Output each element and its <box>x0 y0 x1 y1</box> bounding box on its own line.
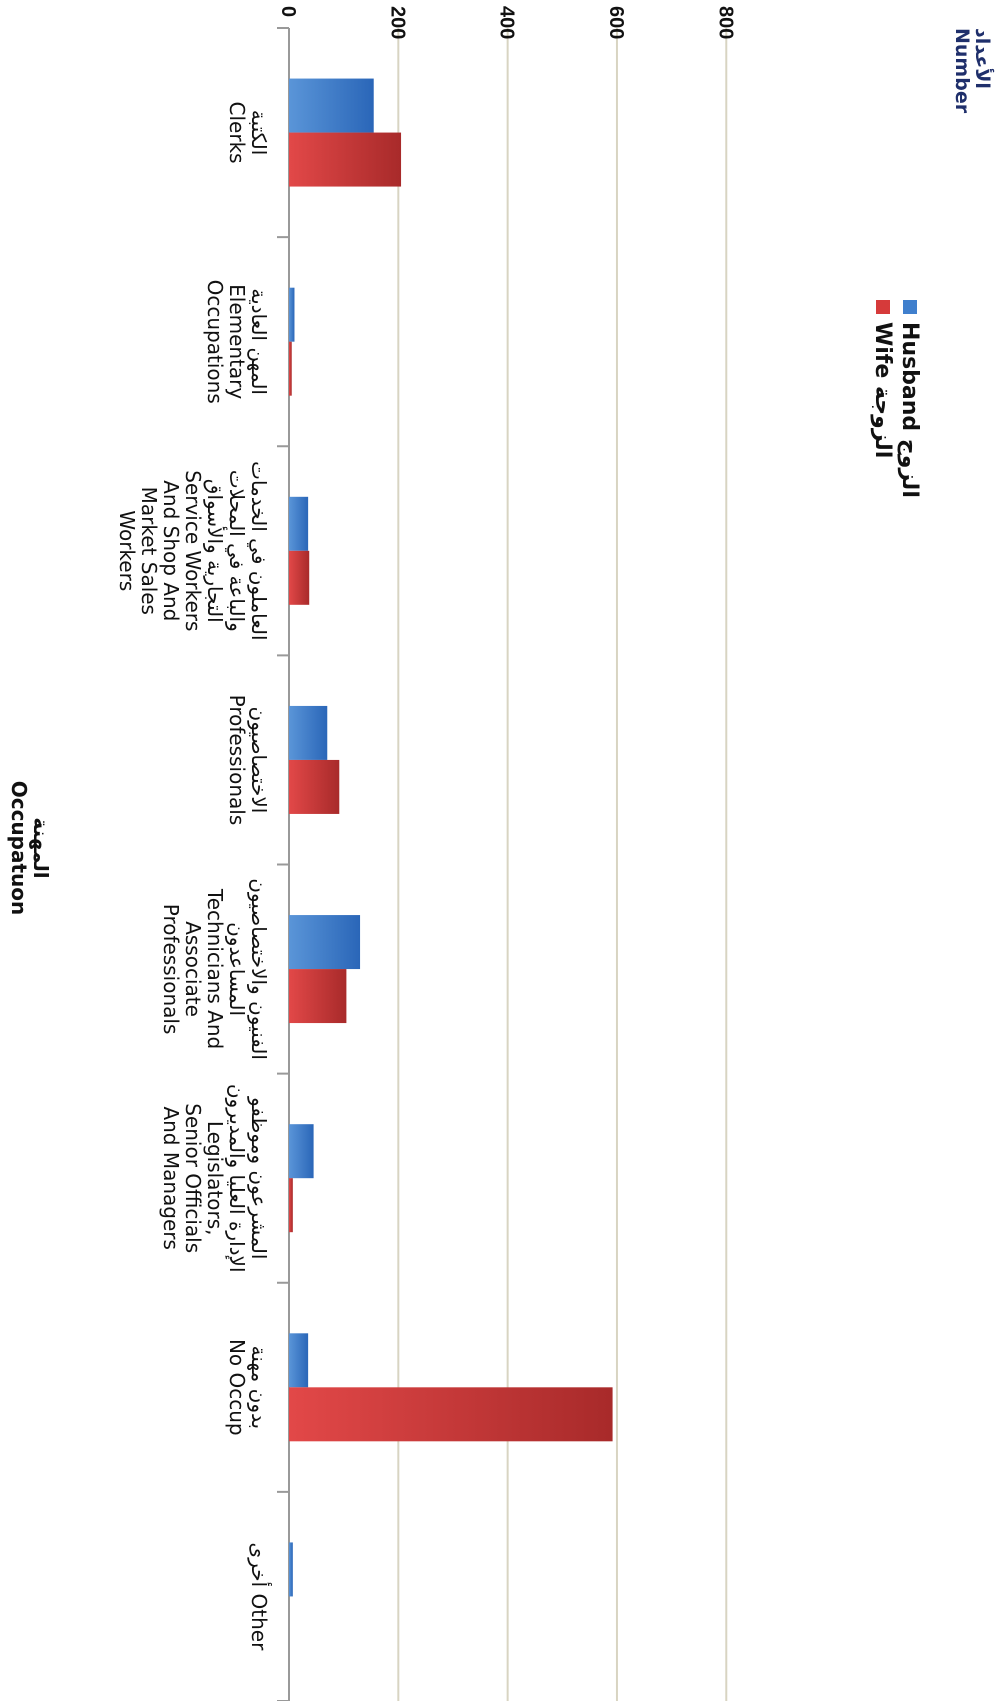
value-tick-labels: 0 200 400 600 800 <box>277 6 736 39</box>
category-label-line: Professionals <box>159 904 183 1035</box>
category-label-line: المهن العادية <box>247 288 271 395</box>
category-labels: الكتبةClerks المهن العاديةElementaryOccup… <box>115 102 272 1652</box>
category-label-5: المشرعون وموظفوالإدارة العليا والمديرونL… <box>159 1084 271 1273</box>
bar-husband-7 <box>288 1542 293 1597</box>
category-label-2: العاملون في الخدماتوالباعة في المحلاتالت… <box>115 461 271 640</box>
category-label-line: والباعة في المحلات <box>224 470 249 632</box>
category-label-line: And Managers <box>159 1106 183 1250</box>
gridlines <box>277 27 728 1701</box>
category-label-7: أخرى Other <box>247 1543 272 1652</box>
bar-wife-6 <box>289 1387 613 1442</box>
category-label-1: المهن العاديةElementaryOccupations <box>203 280 271 404</box>
category-label-4: الفنيون والاختصاصيونالمساعدونTechnicians… <box>159 878 271 1060</box>
category-label-line: Service Workers <box>181 470 205 631</box>
bar-husband-5 <box>288 1124 314 1179</box>
category-label-line: الفنيون والاختصاصيون <box>247 878 271 1060</box>
bar-husband-0 <box>289 78 374 133</box>
bar-husband-3 <box>289 705 328 760</box>
bar-husband-4 <box>288 915 361 970</box>
bar-wife-0 <box>288 132 402 187</box>
category-label-line: Professionals <box>225 695 249 826</box>
tick-label-200: 200 <box>386 6 408 39</box>
legend-swatch-wife <box>876 300 890 314</box>
category-label-line: Market Sales <box>137 487 161 615</box>
category-label-0: الكتبةClerks <box>225 102 271 164</box>
category-label-line: Senior Officials <box>181 1103 205 1253</box>
category-label-line: Associate <box>181 921 205 1017</box>
value-axis-title: الأعدادNumber <box>951 28 994 114</box>
category-axis-title-line: المهنة <box>29 817 53 878</box>
category-label-line: Workers <box>115 510 139 591</box>
category-label-3: الاختصاصيونProfessionals <box>225 695 271 826</box>
category-label-line: الاختصاصيون <box>247 707 271 814</box>
category-label-line: المساعدون <box>225 922 249 1016</box>
bar-wife-5 <box>288 1178 293 1233</box>
bar-husband-1 <box>289 287 295 342</box>
bar-wife-3 <box>288 759 340 814</box>
category-label-line: And Shop And <box>159 480 183 621</box>
bar-husband-6 <box>288 1333 309 1388</box>
legend-label-husband: Husband الزوج <box>897 322 922 498</box>
category-label-line: بدون مهنة <box>247 1346 271 1429</box>
category-label-line: المشرعون وموظفو <box>247 1096 271 1259</box>
category-label-line: الكتبة <box>247 110 271 156</box>
category-label-line: التجارية والأسواق <box>203 479 227 623</box>
category-label-line: Legislators, <box>203 1121 227 1236</box>
bars <box>288 78 613 1597</box>
category-axis-title: المهنةOccupatuon <box>7 781 53 916</box>
legend-swatch-husband <box>903 300 917 314</box>
bar-husband-2 <box>288 496 309 551</box>
value-axis-title-line: الأعداد <box>971 28 994 89</box>
category-axis-title-line: Occupatuon <box>7 781 31 916</box>
category-label-line: Occupations <box>203 280 227 404</box>
tick-label-400: 400 <box>496 6 518 39</box>
category-label-6: بدون مهنةNo Occup <box>225 1339 271 1436</box>
legend: Husband الزوج Wife الزوجة <box>870 300 922 498</box>
legend-label-wife: Wife الزوجة <box>870 322 895 458</box>
category-label-line: Clerks <box>225 102 249 164</box>
legend-item-husband: Husband الزوج <box>897 300 922 498</box>
tick-label-800: 800 <box>714 6 736 39</box>
category-label-line: Elementary <box>225 284 249 399</box>
bar-wife-1 <box>288 341 292 396</box>
tick-label-0: 0 <box>277 6 299 17</box>
category-label-line: No Occup <box>225 1339 249 1436</box>
category-label-line: أخرى Other <box>247 1543 272 1652</box>
category-label-line: العاملون في الخدمات <box>246 461 271 640</box>
category-label-line: Technicians And <box>203 888 227 1049</box>
category-label-line: الإدارة العليا والمديرون <box>225 1084 249 1273</box>
bar-wife-4 <box>289 969 347 1024</box>
bar-wife-2 <box>288 550 310 605</box>
value-axis-title-line: Number <box>951 28 973 114</box>
tick-label-600: 600 <box>605 6 627 39</box>
legend-item-wife: Wife الزوجة <box>870 300 895 458</box>
